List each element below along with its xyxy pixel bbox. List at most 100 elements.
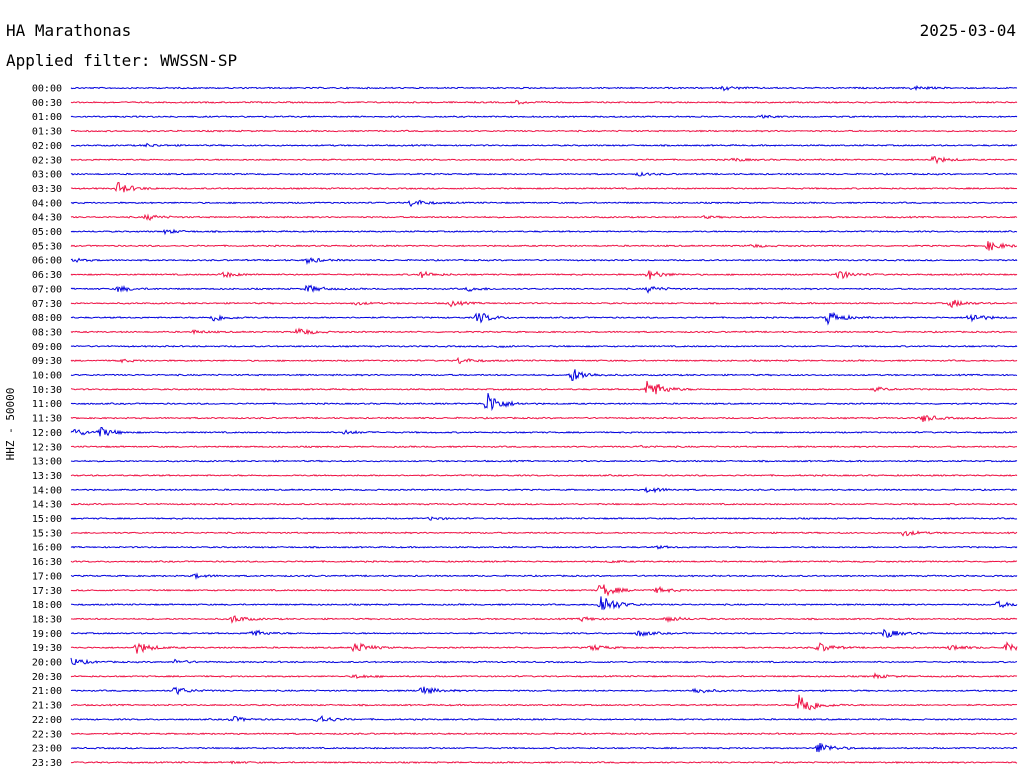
trace-line [70, 559, 1018, 564]
time-tick-label: 23:00 [32, 744, 62, 755]
trace-line [70, 694, 1018, 711]
time-tick-label: 17:00 [32, 571, 62, 582]
time-tick-label: 18:00 [32, 600, 62, 611]
time-tick-label: 00:30 [32, 98, 62, 109]
trace-line [70, 142, 1018, 148]
trace-line [70, 344, 1018, 349]
time-tick-label: 01:30 [32, 127, 62, 138]
time-tick-label: 19:30 [32, 643, 62, 654]
time-tick-label: 08:00 [32, 313, 62, 324]
trace-line [70, 672, 1018, 680]
trace-line [70, 213, 1018, 221]
time-tick-label: 02:00 [32, 141, 62, 152]
time-tick-label: 23:30 [32, 758, 62, 769]
trace-line [70, 284, 1018, 294]
trace-line [70, 596, 1018, 611]
trace-line [70, 516, 1018, 521]
y-axis-label: HHZ - 50000 [4, 388, 17, 461]
time-tick-label: 12:00 [32, 428, 62, 439]
time-tick-label: 14:00 [32, 485, 62, 496]
filter-label: Applied filter: WWSSN-SP [6, 51, 237, 70]
trace-line [70, 85, 1018, 92]
trace-line [70, 544, 1018, 550]
trace-line [70, 114, 1018, 119]
trace-line [70, 369, 1018, 381]
time-tick-label: 07:30 [32, 299, 62, 310]
time-tick-label: 04:00 [32, 198, 62, 209]
time-tick-label: 19:00 [32, 629, 62, 640]
trace-line [70, 686, 1018, 696]
trace-line [70, 241, 1018, 251]
time-tick-label: 06:00 [32, 256, 62, 267]
time-tick-label: 01:00 [32, 112, 62, 123]
time-tick-label: 14:30 [32, 500, 62, 511]
trace-line [70, 584, 1018, 597]
station-title: HA Marathonas [6, 21, 131, 40]
trace-line [70, 171, 1018, 177]
time-tick-label: 07:00 [32, 284, 62, 295]
time-tick-label: 00:00 [32, 84, 62, 95]
time-tick-label: 05:00 [32, 227, 62, 238]
trace-line [70, 181, 1018, 193]
trace-line [70, 380, 1018, 395]
trace-line [70, 257, 1018, 266]
time-tick-label: 20:00 [32, 658, 62, 669]
time-tick-label: 16:00 [32, 543, 62, 554]
trace-line [70, 572, 1018, 580]
time-tick-label: 11:30 [32, 414, 62, 425]
trace-line [70, 415, 1018, 422]
trace-line [70, 327, 1018, 336]
trace-line [70, 155, 1018, 165]
trace-line [70, 657, 1018, 666]
time-tick-label: 11:00 [32, 399, 62, 410]
time-tick-label: 10:00 [32, 371, 62, 382]
trace-line [70, 444, 1018, 449]
time-tick-label: 22:00 [32, 715, 62, 726]
time-tick-label: 13:30 [32, 471, 62, 482]
trace-line [70, 732, 1018, 736]
trace-line [70, 760, 1018, 765]
seismic-traces [70, 85, 1018, 765]
trace-line [70, 99, 1018, 106]
time-tick-label: 22:30 [32, 729, 62, 740]
trace-line [70, 628, 1018, 638]
trace-line [70, 502, 1018, 506]
time-tick-label: 06:30 [32, 270, 62, 281]
time-tick-label: 10:30 [32, 385, 62, 396]
time-tick-label: 03:00 [32, 170, 62, 181]
trace-line [70, 299, 1018, 308]
time-tick-label: 02:30 [32, 155, 62, 166]
time-tick-label: 18:30 [32, 614, 62, 625]
trace-line [70, 715, 1018, 723]
time-tick-label: 17:30 [32, 586, 62, 597]
trace-line [70, 486, 1018, 494]
trace-line [70, 426, 1018, 437]
trace-line [70, 473, 1018, 477]
date-label: 2025-03-04 [920, 21, 1016, 40]
trace-line [70, 459, 1018, 463]
time-tick-label: 04:30 [32, 213, 62, 224]
trace-line [70, 199, 1018, 208]
trace-line [70, 530, 1018, 537]
time-tick-label: 15:00 [32, 514, 62, 525]
time-tick-label: 08:30 [32, 327, 62, 338]
time-tick-label: 21:30 [32, 701, 62, 712]
time-tick-label: 13:00 [32, 457, 62, 468]
time-tick-label: 09:00 [32, 342, 62, 353]
time-tick-label: 16:30 [32, 557, 62, 568]
trace-line [70, 228, 1018, 236]
time-tick-label: 09:30 [32, 356, 62, 367]
trace-line [70, 615, 1018, 624]
time-tick-labels: 00:00 00:30 01:00 01:30 02:00 02:30 03:00 03:30… [32, 84, 62, 769]
trace-line [70, 311, 1018, 326]
time-tick-label: 05:30 [32, 241, 62, 252]
trace-line [70, 393, 1018, 412]
time-tick-label: 03:30 [32, 184, 62, 195]
time-tick-label: 21:00 [32, 686, 62, 697]
trace-line [70, 356, 1018, 365]
time-tick-label: 20:30 [32, 672, 62, 683]
trace-line [70, 129, 1018, 133]
trace-line [70, 270, 1018, 280]
time-tick-label: 12:30 [32, 442, 62, 453]
